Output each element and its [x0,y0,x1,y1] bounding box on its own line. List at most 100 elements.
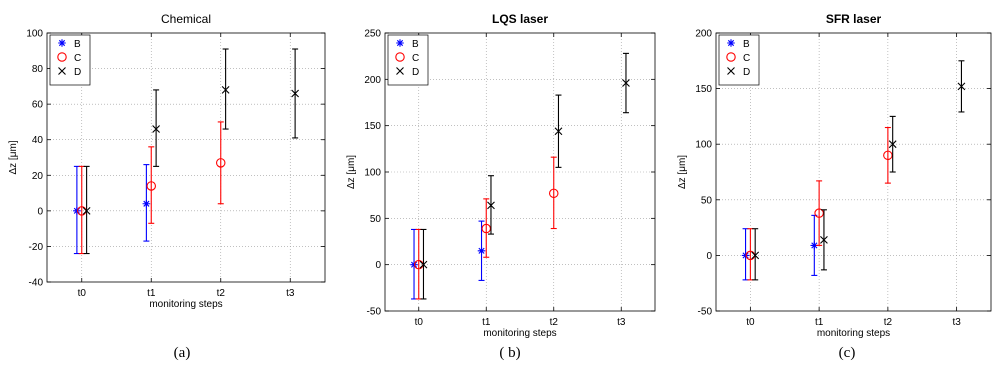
legend: BCD [49,34,91,86]
y-tick-label: -50 [698,307,713,318]
legend-marker-B [396,39,404,47]
y-tick-label: 200 [364,75,381,86]
x-tick-label: t0 [746,317,755,328]
legend-box [49,34,91,86]
x-tick-label: t3 [617,317,626,328]
y-tick-label: 200 [695,29,712,40]
data-point-D [221,48,230,130]
data-point-D [82,165,91,255]
marker-D [152,125,161,133]
marker-B [810,241,819,250]
marker-B [73,207,81,215]
legend-label: C [743,53,750,64]
data-point-B [810,214,819,276]
chart-panel-0: -40 -20 0 20 40 60 80 100 t0 t1 t2 t3 Chemical monito… [8,12,326,310]
data-point-D [291,48,300,139]
marker-C [814,208,824,218]
legend: BCD [387,34,429,86]
x-tick-label: t3 [952,317,961,328]
legend-label: D [74,67,81,78]
marker-D [622,79,630,87]
marker-C [146,181,157,191]
marker-D [751,251,760,260]
data-point-D [152,89,161,167]
y-tick-label: 50 [370,214,382,225]
x-tick-label: t1 [482,317,491,328]
x-axis-label: monitoring steps [149,299,222,310]
y-tick-label: 0 [37,206,43,217]
x-tick-label: t2 [884,317,893,328]
x-tick-label: t2 [217,288,226,299]
marker-D [888,140,897,149]
legend-box [718,34,760,86]
y-tick-label: 0 [375,260,381,271]
data-point-D [888,115,897,173]
y-tick-label: 60 [32,100,44,111]
y-tick-label: 150 [364,121,381,132]
legend-box [387,34,429,86]
y-tick-label: 100 [26,29,43,40]
marker-D [820,235,828,244]
marker-B [477,246,486,255]
data-point-C [146,146,157,224]
marker-D [419,260,428,269]
legend-label: B [412,39,419,50]
marker-C [216,158,226,168]
y-tick-label: -50 [367,307,382,318]
chart-title: Chemical [161,12,211,26]
panel-caption: (a) [174,345,191,361]
data-point-C [548,156,559,230]
y-tick-label: -40 [29,278,44,289]
data-point-D [820,209,828,271]
x-tick-label: t0 [415,317,424,328]
y-tick-label: 80 [32,64,44,75]
data-point-C [883,126,893,184]
legend-marker-C [395,52,405,62]
y-tick-label: 20 [32,171,44,182]
marker-D [554,127,563,136]
y-tick-label: 100 [695,140,712,151]
data-point-B [741,228,750,281]
data-point-D [419,228,428,300]
marker-D [487,201,495,210]
data-point-D [554,94,563,168]
y-axis-label: Δz [μm] [8,140,19,174]
x-axis-label: monitoring steps [483,328,556,339]
data-point-C [216,121,226,205]
chart-title: LQS laser [492,12,548,26]
x-tick-label: t3 [286,288,295,299]
x-tick-label: t1 [815,317,824,328]
panel-caption: ( b) [499,345,520,361]
data-point-B [142,164,151,242]
legend-label: C [412,53,419,64]
x-tick-label: t1 [147,288,156,299]
plot-area [46,32,326,283]
marker-D [82,206,91,215]
chart-panel-2: -50 0 50 100 150 200 t0 t1 t2 t3 SFR laser monitori… [677,12,992,339]
legend: BCD [718,34,760,86]
marker-B [741,251,750,260]
marker-D [221,86,230,94]
panel-caption: (c) [839,345,856,361]
x-tick-label: t0 [78,288,87,299]
legend-marker-B [58,39,66,47]
data-point-C [814,180,824,246]
y-tick-label: 40 [32,135,44,146]
legend-label: B [74,39,81,50]
data-point-D [622,52,630,114]
marker-B [142,199,151,208]
legend-marker-D [727,67,735,75]
legend-marker-C [726,52,736,62]
legend-label: C [74,53,81,64]
y-tick-label: 50 [701,195,713,206]
x-tick-label: t2 [550,317,559,328]
legend-marker-D [58,67,66,75]
chart-panel-1: -50 0 50 100 150 200 250 t0 t1 t2 t3 LQS laser monit… [346,12,656,339]
x-axis-label: monitoring steps [817,328,890,339]
data-point-D [751,228,760,281]
marker-D [291,89,300,98]
y-tick-label: 0 [706,251,712,262]
marker-D [957,82,966,91]
legend-marker-B [727,39,735,47]
